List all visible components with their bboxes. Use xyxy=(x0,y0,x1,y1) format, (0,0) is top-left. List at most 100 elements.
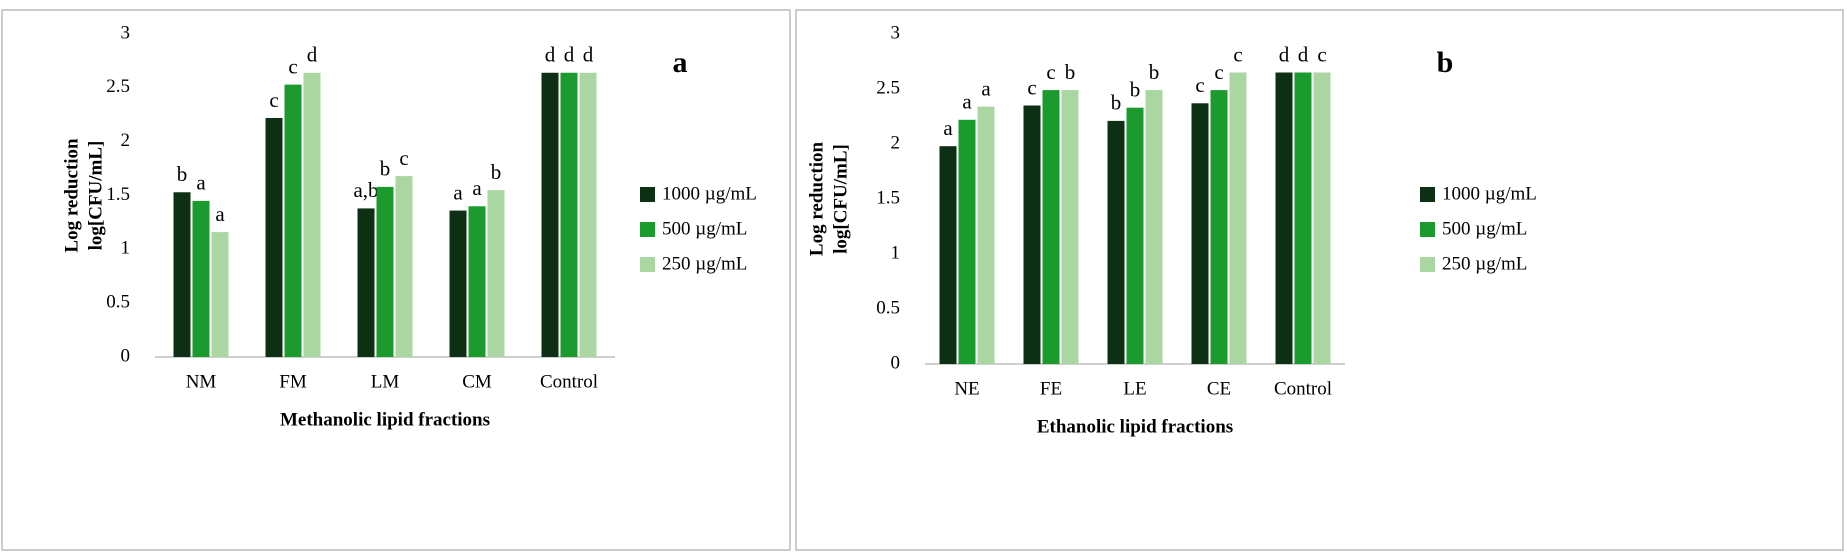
significance-label: c xyxy=(1195,73,1204,97)
legend-swatch xyxy=(640,187,655,202)
bar xyxy=(1191,103,1209,365)
panel-frame xyxy=(1,9,791,551)
legend-label: 250 µg/mL xyxy=(1442,253,1527,274)
y-tick-label: 3 xyxy=(121,22,131,43)
significance-label: a xyxy=(215,202,225,226)
legend-swatch xyxy=(1420,257,1435,272)
y-tick-label: 2.5 xyxy=(106,76,130,97)
legend-label: 1000 µg/mL xyxy=(1442,183,1537,204)
significance-label: c xyxy=(1233,42,1242,66)
bar xyxy=(284,84,302,357)
significance-label: d xyxy=(583,43,594,67)
legend-swatch xyxy=(640,257,655,272)
y-axis-title: log[CFU/mL] xyxy=(85,141,106,251)
significance-label: b xyxy=(380,157,391,181)
significance-label: a xyxy=(453,180,463,204)
bar xyxy=(1275,72,1293,364)
significance-label: d xyxy=(564,43,575,67)
x-tick-label: Control xyxy=(540,371,598,392)
legend-label: 250 µg/mL xyxy=(662,253,747,274)
bar xyxy=(560,72,578,357)
bar xyxy=(939,146,957,364)
bar xyxy=(303,72,321,357)
significance-label: a xyxy=(943,116,953,140)
significance-label: c xyxy=(1046,60,1055,84)
bar xyxy=(1107,120,1125,365)
significance-label: c xyxy=(1027,75,1036,99)
bar xyxy=(468,206,486,357)
bar xyxy=(192,200,210,357)
bar xyxy=(1061,90,1079,364)
y-tick-label: 3 xyxy=(891,22,901,43)
y-axis-title: Log reduction xyxy=(806,141,827,256)
panel-label: b xyxy=(1437,46,1454,79)
significance-label: a xyxy=(981,76,991,100)
legend-swatch xyxy=(1420,187,1435,202)
significance-label: d xyxy=(1279,42,1290,66)
legend-label: 1000 µg/mL xyxy=(662,183,757,204)
significance-label: c xyxy=(288,54,297,78)
bar xyxy=(1126,107,1144,364)
x-tick-label: CE xyxy=(1207,378,1231,399)
bar xyxy=(173,192,191,357)
significance-label: c xyxy=(399,146,408,170)
bar xyxy=(1210,90,1228,364)
significance-label: d xyxy=(307,43,318,67)
bar xyxy=(977,106,995,364)
x-tick-label: NM xyxy=(186,371,217,392)
bar xyxy=(211,232,229,357)
y-tick-label: 2.5 xyxy=(876,77,900,98)
y-tick-label: 0.5 xyxy=(106,292,130,313)
significance-label: c xyxy=(1214,60,1223,84)
significance-label: b xyxy=(1130,78,1141,102)
x-tick-label: LM xyxy=(371,371,400,392)
bar xyxy=(1042,90,1060,364)
panel-label: a xyxy=(673,46,688,79)
significance-label: c xyxy=(1317,42,1326,66)
x-axis-title: Ethanolic lipid fractions xyxy=(1037,416,1233,437)
significance-label: b xyxy=(1065,60,1076,84)
bar xyxy=(395,176,413,357)
bar xyxy=(265,117,283,357)
y-tick-label: 0 xyxy=(891,352,901,373)
x-tick-label: Control xyxy=(1274,378,1332,399)
y-axis-title: log[CFU/mL] xyxy=(830,144,851,254)
significance-label: b xyxy=(1149,60,1160,84)
legend-swatch xyxy=(1420,222,1435,237)
bar xyxy=(541,72,559,357)
significance-label: a xyxy=(962,90,972,114)
x-tick-label: NE xyxy=(954,378,979,399)
significance-label: a xyxy=(472,176,482,200)
y-tick-label: 1 xyxy=(891,242,901,263)
bar xyxy=(1145,90,1163,364)
significance-label: b xyxy=(1111,91,1122,115)
x-tick-label: FM xyxy=(279,371,307,392)
y-tick-label: 0 xyxy=(121,345,131,366)
y-tick-label: 1.5 xyxy=(876,187,900,208)
x-tick-label: CM xyxy=(462,371,492,392)
y-axis-title: Log reduction xyxy=(61,138,82,253)
legend-label: 500 µg/mL xyxy=(1442,218,1527,239)
bar xyxy=(579,72,597,357)
x-axis-title: Methanolic lipid fractions xyxy=(280,409,490,430)
x-tick-label: LE xyxy=(1123,378,1146,399)
y-tick-label: 0.5 xyxy=(876,297,900,318)
bar xyxy=(487,190,505,357)
bar xyxy=(1313,72,1331,364)
significance-label: a,b xyxy=(353,178,378,202)
bar xyxy=(449,210,467,357)
y-tick-label: 1 xyxy=(121,238,131,259)
y-tick-label: 1.5 xyxy=(106,184,130,205)
x-tick-label: FE xyxy=(1040,378,1062,399)
bar xyxy=(1023,105,1041,364)
y-tick-label: 2 xyxy=(121,130,131,151)
bar xyxy=(376,186,394,357)
significance-label: d xyxy=(545,43,556,67)
significance-label: c xyxy=(269,88,278,112)
significance-label: a xyxy=(196,171,206,195)
bar xyxy=(1229,72,1247,364)
bar xyxy=(357,208,375,357)
significance-label: b xyxy=(491,160,502,184)
